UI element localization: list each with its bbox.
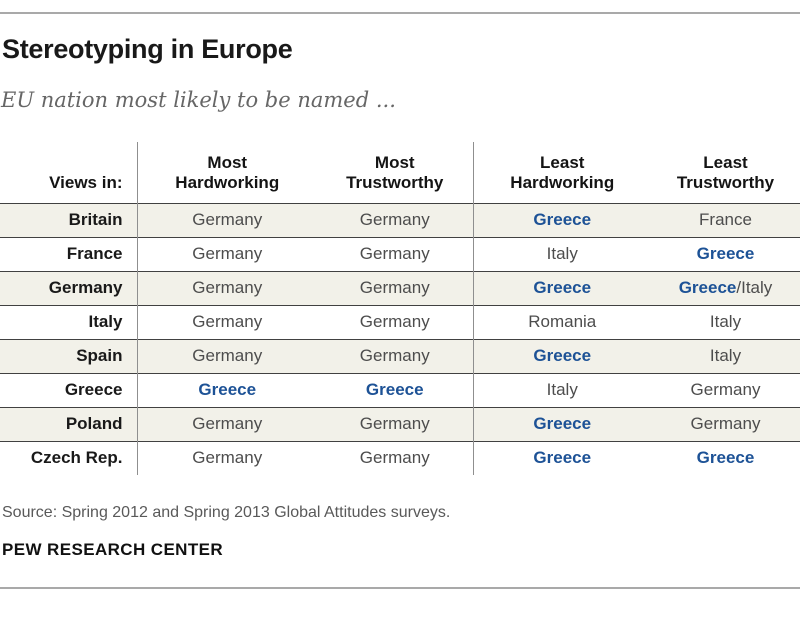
table-cell: Germany <box>690 414 761 433</box>
table-cell: Germany <box>136 407 317 441</box>
branding: PEW RESEARCH CENTER <box>2 540 224 559</box>
page-subtitle: EU nation most likely to be named ... <box>1 88 396 112</box>
highlighted-country: Greece <box>696 244 755 263</box>
highlighted-country: Greece <box>533 414 592 433</box>
row-label: Poland <box>65 414 123 433</box>
table-cell: Italy <box>709 312 742 331</box>
table-body: Britain Germany Germany Greece France France G… <box>0 203 800 475</box>
source-note: Source: Spring 2012 and Spring 2013 Glob… <box>2 504 451 521</box>
highlighted-country: Greece <box>533 278 592 297</box>
column-header: Most Hardworking <box>136 142 317 203</box>
top-divider <box>0 12 800 14</box>
table-cell: Germany <box>136 203 317 237</box>
table-cell: Greece/Italy <box>678 278 773 297</box>
table-cell: Italy <box>472 373 651 407</box>
table-cell: Germany <box>136 305 317 339</box>
table-header-row: Views in: Most Hardworking Most Trustworthy… <box>0 142 800 203</box>
highlighted-country: Greece <box>198 380 257 399</box>
table-row: France Germany Germany Italy Greece <box>0 237 800 271</box>
row-header-label: Views in: <box>49 173 123 193</box>
table-row: Italy Germany Germany Romania Italy <box>0 305 800 339</box>
row-label: Greece <box>64 380 123 399</box>
table-cell: Germany <box>359 346 430 365</box>
column-header: Least Hardworking <box>472 142 651 203</box>
highlighted-country: Greece <box>696 448 755 468</box>
table-cell: Germany <box>136 339 317 373</box>
bottom-divider <box>0 587 800 589</box>
column-header: Least Trustworthy <box>676 153 775 193</box>
table-row: Poland Germany Germany Greece Germany <box>0 407 800 441</box>
table-cell: Italy <box>709 346 742 365</box>
table-cell: Germany <box>359 210 430 229</box>
table-cell: Germany <box>359 278 430 297</box>
table-cell: Italy <box>472 237 651 271</box>
table-cell: Germany <box>359 448 430 468</box>
table-cell: Greece <box>472 271 651 305</box>
table-cell: Germany <box>136 271 317 305</box>
table-cell: Germany <box>359 312 430 331</box>
row-label: Germany <box>48 278 123 297</box>
table-row: Britain Germany Germany Greece France <box>0 203 800 237</box>
highlighted-country: Greece <box>533 210 592 229</box>
stereotypes-table: Views in: Most Hardworking Most Trustworthy… <box>0 142 800 475</box>
table-cell: France <box>699 210 752 229</box>
table-cell: Greece <box>472 441 651 475</box>
table-cell: Germany <box>690 380 761 399</box>
table-cell: Greece <box>472 407 651 441</box>
row-label: Spain <box>76 346 123 365</box>
table-row: Greece Greece Greece Italy Germany <box>0 373 800 407</box>
table-cell: Germany <box>359 244 430 263</box>
row-label: Britain <box>68 210 123 229</box>
table-cell: Greece <box>472 339 651 373</box>
row-label: Czech Rep. <box>30 448 123 468</box>
table-cell: Greece <box>472 203 651 237</box>
table-cell: Greece <box>651 237 800 271</box>
table-cell: Greece <box>651 441 800 475</box>
table-row: Spain Germany Germany Greece Italy <box>0 339 800 373</box>
highlighted-country: Greece <box>678 278 737 297</box>
table-cell: Germany <box>136 237 317 271</box>
table-row: Germany Germany Germany Greece Greece/Italy <box>0 271 800 305</box>
table-cell: Germany <box>136 441 317 475</box>
row-label: Italy <box>88 312 123 331</box>
column-header: Most Trustworthy <box>346 153 444 193</box>
table-cell: Germany <box>359 414 430 433</box>
highlighted-country: Greece <box>533 346 592 365</box>
table-cell: Romania <box>472 305 651 339</box>
highlighted-country: Greece <box>365 380 424 399</box>
page-title: Stereotyping in Europe <box>2 34 293 64</box>
table-row: Czech Rep. Germany Germany Greece Greece <box>0 441 800 475</box>
row-label: France <box>66 244 123 263</box>
table-cell: Greece <box>136 373 317 407</box>
highlighted-country: Greece <box>533 448 592 468</box>
table-cell: Greece <box>317 373 473 407</box>
